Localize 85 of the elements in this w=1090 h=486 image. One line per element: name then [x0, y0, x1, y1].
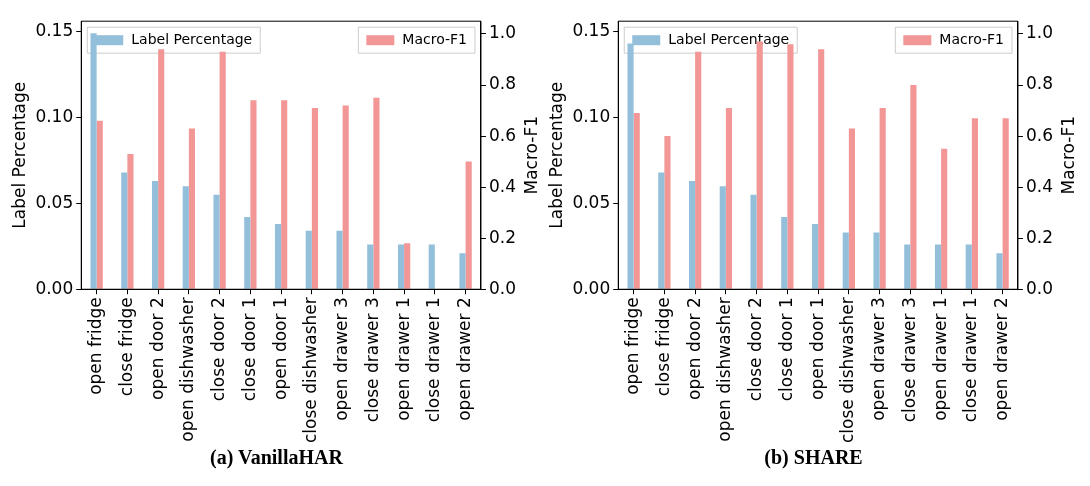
- y-tick-label: 0.10: [572, 105, 611, 126]
- y2-tick-label: 1.0: [1025, 22, 1054, 43]
- bar: [910, 85, 917, 289]
- x-tick-label: close drawer 1: [960, 297, 981, 423]
- y-tick-label: 0.10: [35, 105, 74, 126]
- bar: [373, 97, 380, 289]
- y-tick-label: 0.15: [572, 19, 611, 40]
- x-tick-label: close drawer 3: [361, 297, 382, 423]
- bar: [873, 232, 880, 289]
- bar: [219, 51, 226, 289]
- x-tick-label: open fridge: [622, 297, 643, 395]
- bar: [695, 51, 702, 289]
- x-tick-label: close door 1: [775, 297, 796, 402]
- legend-label: Macro-F1: [939, 30, 1004, 47]
- bar: [158, 49, 165, 289]
- x-tick-label: open door 1: [269, 297, 290, 400]
- x-tick-label: open drawer 1: [392, 297, 413, 421]
- x-tick-label: open drawer 2: [454, 297, 475, 421]
- bar: [811, 223, 819, 289]
- x-tick-label: open drawer 3: [331, 297, 352, 421]
- x-tick-label: open dishwasher: [714, 297, 735, 442]
- legend-label: Macro-F1: [402, 30, 467, 47]
- y-tick-label: 0.15: [35, 19, 74, 40]
- x-tick-label: close door 2: [208, 297, 229, 402]
- x-tick-label: open door 2: [146, 297, 167, 400]
- y2-axis-title: Macro-F1: [520, 115, 541, 195]
- text: (a) VanillaHAR: [209, 446, 344, 469]
- bar: [336, 230, 343, 289]
- x-tick-label: close dishwasher: [300, 297, 321, 444]
- x-tick-label: close door 1: [238, 297, 259, 402]
- bar: [818, 49, 825, 289]
- bar: [971, 118, 978, 289]
- bar: [465, 161, 472, 289]
- y2-tick-label: 0.0: [1025, 277, 1054, 298]
- bar: [781, 217, 788, 289]
- bar: [787, 44, 794, 289]
- x-tick-label: close drawer 3: [898, 297, 919, 423]
- legend-label: Label Percentage: [131, 30, 253, 47]
- y2-tick-label: 0.8: [1025, 73, 1054, 94]
- bar: [879, 108, 886, 289]
- y-axis-title: Label Percentage: [8, 81, 29, 229]
- y2-tick-label: 0.6: [1025, 124, 1054, 145]
- y2-tick-label: 0.0: [488, 277, 517, 298]
- y2-tick-label: 0.2: [1025, 226, 1054, 247]
- bar: [941, 148, 948, 289]
- y2-tick-label: 0.2: [488, 226, 517, 247]
- x-tick-label: open dishwasher: [177, 297, 198, 442]
- y-tick-label: 0.05: [572, 191, 611, 212]
- x-tick-label: open fridge: [85, 297, 106, 395]
- y2-tick-label: 0.4: [1025, 175, 1054, 196]
- y2-tick-label: 0.8: [488, 73, 517, 94]
- x-tick-label: open drawer 3: [868, 297, 889, 421]
- bar: [996, 253, 1003, 289]
- bar: [934, 244, 942, 289]
- bar: [904, 244, 911, 289]
- bar: [428, 244, 435, 289]
- x-tick-label: open door 2: [683, 297, 704, 400]
- x-tick-label: open drawer 1: [929, 297, 950, 421]
- legend-label: Label Percentage: [668, 30, 790, 47]
- bar: [367, 244, 374, 289]
- bar: [848, 128, 856, 289]
- bar: [305, 230, 312, 289]
- bar: [1002, 118, 1009, 289]
- x-tick-label: close drawer 1: [423, 297, 444, 423]
- bar: [281, 100, 288, 289]
- x-tick-label: open drawer 2: [991, 297, 1012, 421]
- y2-tick-label: 0.4: [488, 175, 517, 196]
- bar: [459, 253, 466, 289]
- bar: [311, 108, 319, 289]
- y2-tick-label: 1.0: [488, 22, 517, 43]
- bar: [342, 105, 349, 289]
- bar: [250, 100, 257, 289]
- y2-axis-title: Macro-F1: [1057, 115, 1078, 195]
- y-axis-title: Label Percentage: [545, 81, 566, 229]
- x-tick-label: close fridge: [652, 297, 673, 397]
- x-tick-label: open door 1: [806, 297, 827, 400]
- bar: [965, 244, 972, 289]
- y-tick-label: 0.00: [35, 277, 74, 298]
- y-tick-label: 0.00: [572, 277, 611, 298]
- x-tick-label: close door 2: [745, 297, 766, 402]
- y2-tick-label: 0.6: [488, 124, 517, 145]
- text: (b) SHARE: [763, 446, 864, 469]
- y-tick-label: 0.05: [35, 191, 74, 212]
- x-tick-label: close dishwasher: [837, 297, 858, 444]
- x-tick-label: close fridge: [115, 297, 136, 397]
